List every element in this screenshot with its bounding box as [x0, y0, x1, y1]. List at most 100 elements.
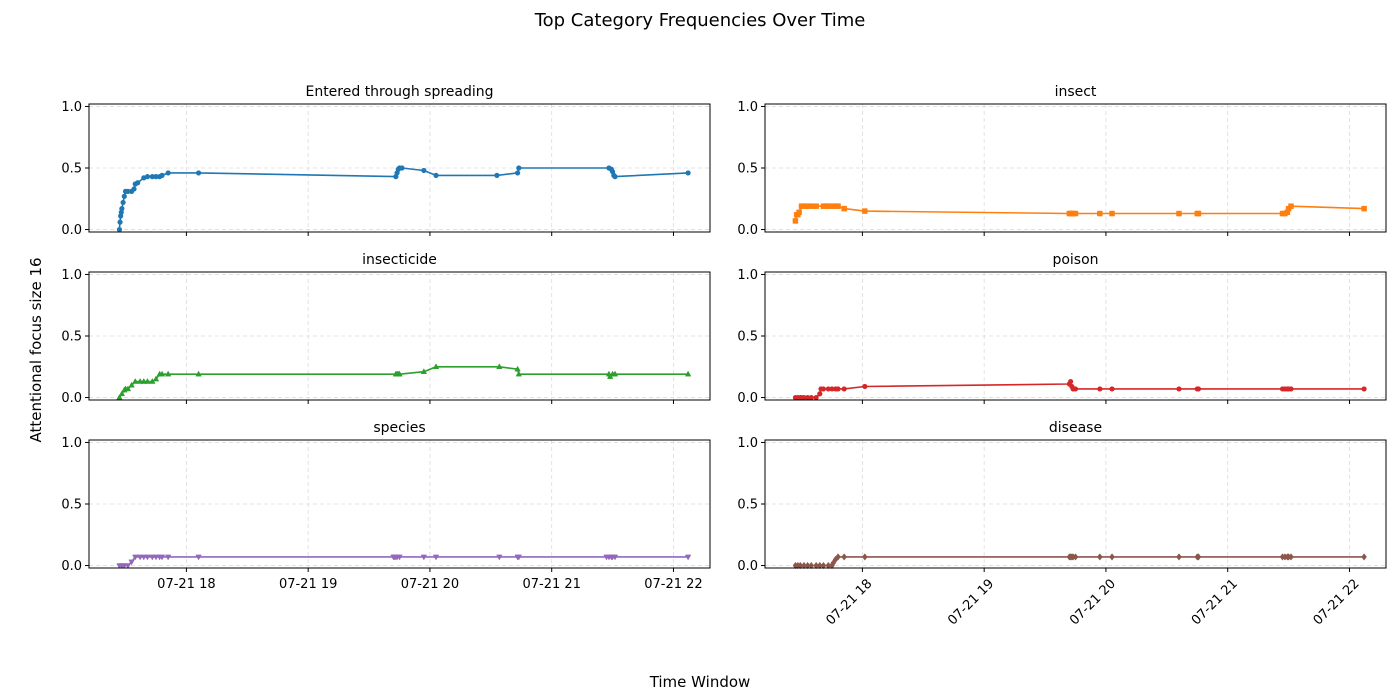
- data-point: [1072, 386, 1079, 392]
- y-tick-label: 0.0: [737, 391, 758, 406]
- data-point: [820, 386, 827, 392]
- data-point: [433, 172, 439, 178]
- subplot-title: insect: [1055, 84, 1097, 100]
- y-tick-label: 0.0: [737, 223, 758, 238]
- data-point: [835, 203, 841, 209]
- series-line: [794, 205, 1365, 222]
- subplot-title: disease: [1049, 420, 1102, 436]
- y-tick-label: 1.0: [737, 436, 758, 451]
- data-point: [128, 559, 135, 566]
- data-point: [1109, 210, 1115, 217]
- data-point: [808, 203, 815, 209]
- series-line: [118, 365, 689, 398]
- data-point: [1288, 553, 1294, 561]
- x-tick-label: 07-21 18: [157, 577, 215, 592]
- data-point: [396, 554, 403, 561]
- data-point: [816, 561, 823, 570]
- x-tick-label: 07-21 19: [945, 576, 997, 628]
- data-point: [1068, 378, 1074, 385]
- data-point: [1361, 205, 1367, 212]
- data-point: [1072, 553, 1079, 561]
- data-point: [804, 561, 811, 570]
- data-point: [862, 208, 868, 214]
- data-point: [1176, 210, 1182, 217]
- data-point: [808, 394, 814, 401]
- data-point: [124, 563, 132, 570]
- subplot-6: 0.0 0.5 1.0 07-21 18 07-21 19 07-21 20 07-21 2…: [737, 420, 1387, 628]
- x-tick-label: 07-21 20: [401, 577, 459, 592]
- y-tick-label: 1.0: [737, 100, 758, 115]
- data-point: [432, 363, 440, 370]
- data-point: [796, 209, 802, 216]
- data-point: [132, 554, 139, 561]
- data-point: [841, 205, 847, 212]
- data-point: [515, 170, 521, 176]
- data-point: [684, 370, 692, 377]
- y-tick-label: 0.5: [61, 330, 82, 345]
- data-point: [164, 554, 172, 561]
- y-tick-label: 0.0: [61, 559, 82, 574]
- data-point: [153, 174, 159, 180]
- data-point: [825, 386, 831, 392]
- y-tick-label: 0.0: [61, 391, 82, 406]
- subplot-title: species: [373, 420, 425, 436]
- y-tick-label: 1.0: [61, 268, 82, 283]
- x-tick-label: 07-21 20: [1067, 576, 1119, 628]
- x-tick-label: 07-21 22: [644, 577, 702, 592]
- data-point: [825, 561, 832, 570]
- data-point: [835, 386, 841, 392]
- data-point: [117, 219, 123, 225]
- data-point: [611, 370, 619, 377]
- data-point: [515, 370, 523, 377]
- data-point: [195, 170, 202, 176]
- y-tick-label: 0.5: [61, 162, 82, 177]
- data-point: [514, 365, 521, 372]
- x-tick-label: 07-21 18: [824, 576, 876, 628]
- data-point: [813, 561, 819, 570]
- data-point: [124, 385, 132, 392]
- data-point: [801, 394, 807, 401]
- data-point: [611, 554, 619, 561]
- data-point: [1288, 203, 1294, 209]
- data-point: [128, 381, 135, 388]
- data-point: [801, 561, 807, 570]
- data-point: [195, 370, 202, 377]
- data-point: [862, 383, 868, 390]
- data-point: [516, 165, 522, 171]
- data-point: [792, 218, 799, 224]
- y-tick-label: 0.5: [61, 498, 82, 513]
- data-point: [121, 193, 127, 199]
- data-point: [862, 553, 868, 561]
- data-point: [1176, 553, 1182, 561]
- data-point: [1361, 553, 1367, 561]
- data-point: [158, 554, 166, 561]
- data-point: [135, 180, 141, 186]
- y-tick-label: 1.0: [61, 436, 82, 451]
- x-tick-label: 07-21 21: [522, 577, 580, 592]
- data-point: [420, 368, 428, 374]
- y-tick-label: 1.0: [61, 100, 82, 115]
- subplot-3: 0.0 0.5 1.0 insecticide: [61, 252, 711, 406]
- data-point: [1097, 386, 1103, 392]
- data-point: [841, 386, 847, 392]
- data-point: [496, 363, 503, 370]
- data-point: [149, 174, 155, 180]
- subplot-title: insecticide: [362, 252, 437, 268]
- data-point: [685, 170, 691, 176]
- data-point: [817, 391, 823, 397]
- data-point: [165, 170, 171, 176]
- data-point: [144, 174, 151, 180]
- data-point: [131, 186, 137, 192]
- figure-title: Top Category Frequencies Over Time: [534, 10, 866, 31]
- y-tick-label: 0.0: [737, 559, 758, 574]
- series-line: [118, 167, 689, 230]
- subplot-2: 0.0 0.5 1.0 insect: [737, 84, 1387, 238]
- data-point: [813, 203, 819, 209]
- data-point: [125, 188, 131, 194]
- x-tick-label: 07-21 21: [1189, 576, 1241, 628]
- subplot-5: 0.0 0.5 1.0 07-21 18 07-21 19 07-21 20 07-21 2…: [61, 420, 711, 592]
- data-point: [797, 561, 804, 570]
- data-point: [118, 390, 126, 397]
